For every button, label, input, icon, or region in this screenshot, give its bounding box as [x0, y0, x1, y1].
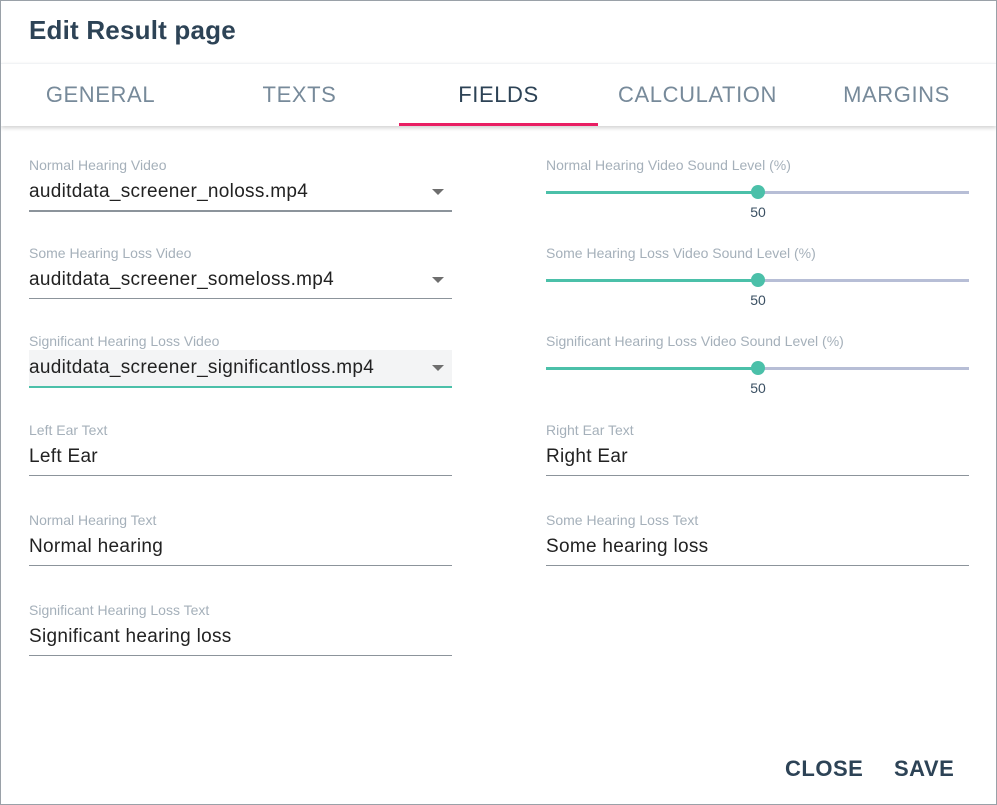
- field-label: Left Ear Text: [29, 422, 108, 438]
- input-value: Some hearing loss: [546, 536, 709, 557]
- close-button[interactable]: CLOSE: [785, 756, 864, 781]
- field-label: Normal Hearing Video Sound Level (%): [546, 157, 791, 173]
- slider-thumb[interactable]: [751, 273, 765, 287]
- select-value: auditdata_screener_significantloss.mp4: [29, 357, 375, 378]
- select-value: auditdata_screener_noloss.mp4: [29, 181, 309, 202]
- input-value: Significant hearing loss: [29, 626, 232, 647]
- field-label: Significant Hearing Loss Text: [29, 602, 210, 618]
- normal-hearing-sound-level-slider[interactable]: 50: [546, 182, 969, 220]
- field-label: Some Hearing Loss Video: [29, 245, 192, 261]
- caret-down-icon[interactable]: [432, 277, 444, 283]
- significant-hearing-loss-video-field: Significant Hearing Loss Video auditdata…: [29, 332, 452, 388]
- input-value: Normal hearing: [29, 536, 164, 557]
- field-label: Normal Hearing Video: [29, 157, 167, 173]
- significant-hearing-loss-text-input[interactable]: Significant hearing loss: [29, 619, 452, 656]
- tab-calculation[interactable]: CALCULATION: [618, 82, 777, 107]
- select-value: auditdata_screener_someloss.mp4: [29, 269, 335, 290]
- some-hearing-loss-text-input[interactable]: Some hearing loss: [546, 529, 969, 566]
- caret-down-icon[interactable]: [432, 365, 444, 371]
- input-value: Left Ear: [29, 446, 98, 467]
- some-hearing-loss-text-field: Some Hearing Loss Text Some hearing loss: [546, 511, 969, 566]
- slider-fill: [546, 279, 758, 282]
- tab-margins[interactable]: MARGINS: [843, 82, 950, 107]
- normal-hearing-text-input[interactable]: Normal hearing: [29, 529, 452, 566]
- left-ear-text-input[interactable]: Left Ear: [29, 439, 452, 476]
- significant-hearing-loss-sound-level-field: Significant Hearing Loss Video Sound Lev…: [546, 332, 969, 396]
- tab-texts[interactable]: TEXTS: [262, 82, 337, 107]
- slider-fill: [546, 191, 758, 194]
- slider-thumb[interactable]: [751, 361, 765, 375]
- normal-hearing-video-select[interactable]: auditdata_screener_noloss.mp4: [29, 174, 452, 212]
- save-button[interactable]: SAVE: [894, 756, 955, 781]
- some-hearing-loss-video-field: Some Hearing Loss Video auditdata_screen…: [29, 244, 452, 299]
- input-value: Right Ear: [546, 446, 628, 467]
- slider-value: 50: [750, 380, 766, 396]
- some-hearing-loss-sound-level-field: Some Hearing Loss Video Sound Level (%) …: [546, 244, 969, 308]
- significant-hearing-loss-text-field: Significant Hearing Loss Text Significan…: [29, 601, 452, 656]
- significant-hearing-loss-video-select[interactable]: auditdata_screener_significantloss.mp4: [29, 350, 452, 388]
- field-label: Right Ear Text: [546, 422, 634, 438]
- slider-thumb[interactable]: [751, 185, 765, 199]
- field-label: Significant Hearing Loss Video: [29, 333, 220, 349]
- field-label: Some Hearing Loss Video Sound Level (%): [546, 245, 816, 261]
- field-label: Some Hearing Loss Text: [546, 512, 699, 528]
- field-label: Normal Hearing Text: [29, 512, 157, 528]
- normal-hearing-video-field: Normal Hearing Video auditdata_screener_…: [29, 156, 452, 212]
- dialog-title: Edit Result page: [29, 15, 236, 45]
- some-hearing-loss-video-select[interactable]: auditdata_screener_someloss.mp4: [29, 262, 452, 299]
- right-ear-text-field: Right Ear Text Right Ear: [546, 421, 969, 476]
- right-ear-text-input[interactable]: Right Ear: [546, 439, 969, 476]
- slider-value: 50: [750, 204, 766, 220]
- tab-bar: GENERAL TEXTS FIELDS CALCULATION MARGINS: [1, 63, 996, 126]
- normal-hearing-text-field: Normal Hearing Text Normal hearing: [29, 511, 452, 566]
- significant-hearing-loss-sound-level-slider[interactable]: 50: [546, 358, 969, 396]
- slider-value: 50: [750, 292, 766, 308]
- normal-hearing-sound-level-field: Normal Hearing Video Sound Level (%) 50: [546, 156, 969, 220]
- tab-general[interactable]: GENERAL: [45, 82, 156, 107]
- tab-fields[interactable]: FIELDS: [399, 64, 598, 126]
- slider-fill: [546, 367, 758, 370]
- some-hearing-loss-sound-level-slider[interactable]: 50: [546, 270, 969, 308]
- field-label: Significant Hearing Loss Video Sound Lev…: [546, 333, 844, 349]
- caret-down-icon[interactable]: [432, 189, 444, 195]
- left-ear-text-field: Left Ear Text Left Ear: [29, 421, 452, 476]
